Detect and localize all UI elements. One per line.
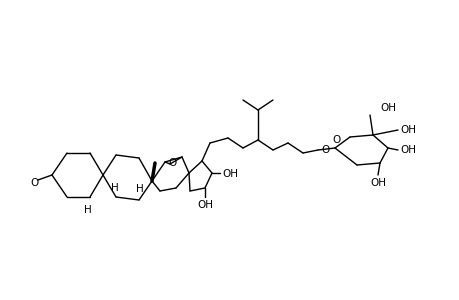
Text: OH: OH [196, 200, 213, 210]
Text: H: H [136, 184, 144, 194]
Text: OH: OH [399, 145, 415, 155]
Text: O: O [31, 178, 39, 188]
Text: OH: OH [379, 103, 395, 113]
Text: H: H [84, 205, 92, 215]
Text: O: O [332, 135, 341, 145]
Text: OH: OH [222, 169, 237, 179]
Text: O: O [321, 145, 330, 155]
Text: H: H [111, 183, 118, 193]
Text: OH: OH [369, 178, 385, 188]
Text: OH: OH [399, 125, 415, 135]
Text: O: O [168, 158, 177, 168]
